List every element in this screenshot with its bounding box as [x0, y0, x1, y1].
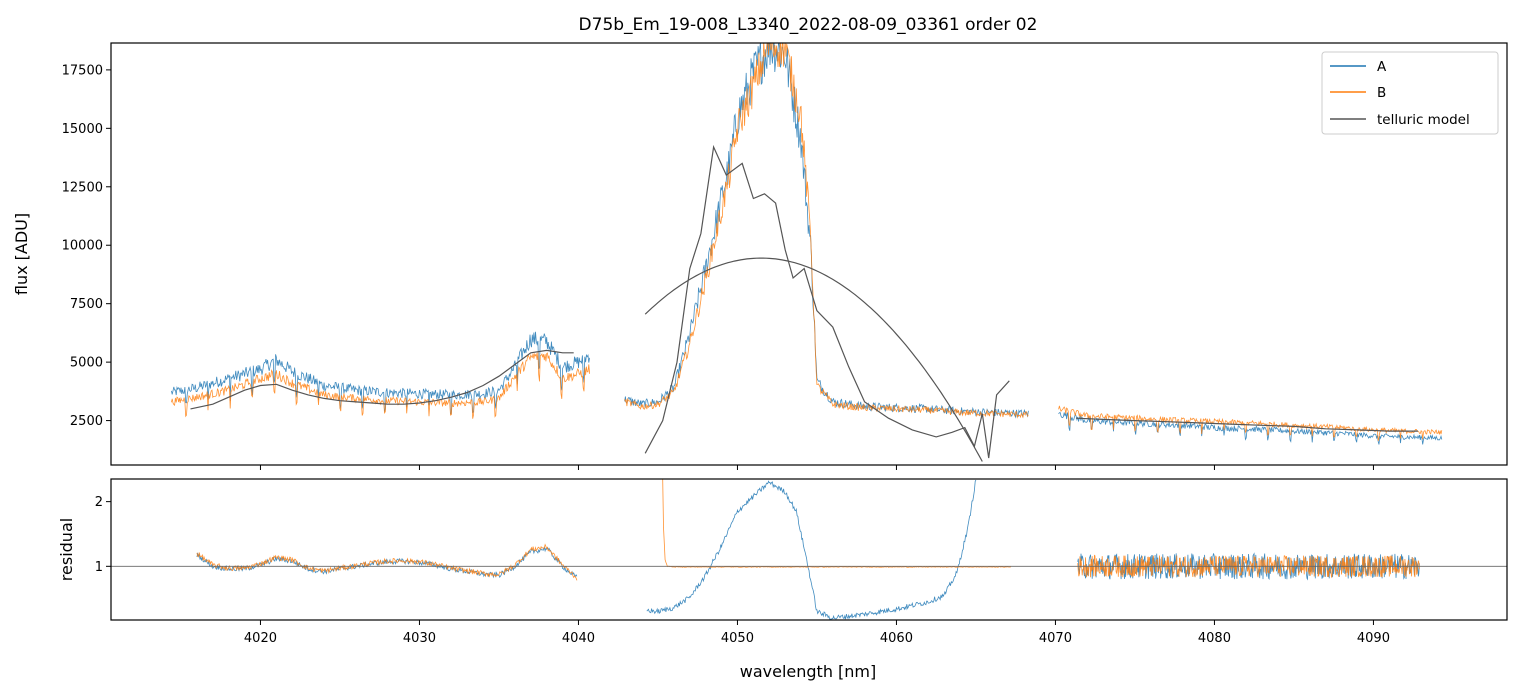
flux-data-layer	[171, 43, 1443, 462]
wavelength-xtick-label-4: 4060	[880, 631, 913, 646]
series-b-flux-segment-0	[171, 352, 590, 419]
wavelength-xtick-label-7: 4090	[1357, 631, 1390, 646]
wavelength-xtick-label-0: 4020	[244, 631, 277, 646]
series-b-residual-segment-0	[196, 543, 578, 581]
flux-axes-frame	[110, 42, 1508, 466]
residual-axes-frame	[110, 478, 1508, 621]
wavelength-xtick-label-1: 4030	[403, 631, 436, 646]
wavelength-xtick-label-6: 4080	[1198, 631, 1231, 646]
flux-ytick-label-5: 15000	[62, 122, 103, 137]
telluric-smooth-fit	[644, 257, 983, 462]
legend: A B telluric model	[1321, 51, 1499, 135]
residual-data-layer	[111, 479, 1507, 620]
legend-box	[1321, 51, 1499, 135]
wavelength-xtick-label-2: 4040	[562, 631, 595, 646]
flux-axis-ticks: 2500 5000 7500 10000 12500 15000 17500	[62, 63, 1374, 470]
series-a-flux-segment-1	[624, 43, 1029, 419]
legend-label-a: A	[1377, 59, 1387, 75]
residual-axis-ticks: 1 2 4020 4030 4040 4050 4060 4070 4080 4090	[95, 495, 1390, 646]
legend-label-telluric: telluric model	[1377, 112, 1470, 128]
series-b-flux-segment-1	[624, 43, 1029, 419]
flux-ytick-label-3: 10000	[62, 239, 103, 254]
wavelength-xtick-label-5: 4070	[1039, 631, 1072, 646]
series-a-flux-segment-0	[171, 331, 590, 415]
series-b-flux-segment-2	[1058, 405, 1443, 441]
telluric-model-segment-2	[1076, 417, 1418, 432]
legend-label-b: B	[1377, 85, 1386, 101]
flux-panel: 2500 5000 7500 10000 12500 15000 17500 flux [A…	[12, 42, 1508, 470]
residual-ytick-label-1: 2	[95, 495, 103, 510]
flux-ytick-label-1: 5000	[70, 356, 103, 371]
telluric-model-segment-1	[644, 144, 1010, 459]
series-b-residual-segment-1	[662, 479, 1011, 568]
flux-ytick-label-0: 2500	[70, 414, 103, 429]
flux-ytick-label-2: 7500	[70, 297, 103, 312]
wavelength-axis-label: wavelength [nm]	[740, 662, 877, 681]
wavelength-xtick-label-3: 4050	[721, 631, 754, 646]
residual-axis-label: residual	[57, 518, 76, 581]
chart-title: D75b_Em_19-008_L3340_2022-08-09_03361 or…	[579, 15, 1038, 35]
flux-axis-label: flux [ADU]	[12, 213, 31, 295]
flux-ytick-label-6: 17500	[62, 63, 103, 78]
telluric-model-segment-0	[190, 349, 574, 410]
series-b-residual-segment-2	[1077, 554, 1420, 579]
residual-ytick-label-0: 1	[95, 560, 103, 575]
residual-panel: 1 2 4020 4030 4040 4050 4060 4070 4080 4090 resid…	[57, 478, 1508, 646]
series-a-residual-segment-1	[646, 479, 977, 620]
flux-ytick-label-4: 12500	[62, 180, 103, 195]
